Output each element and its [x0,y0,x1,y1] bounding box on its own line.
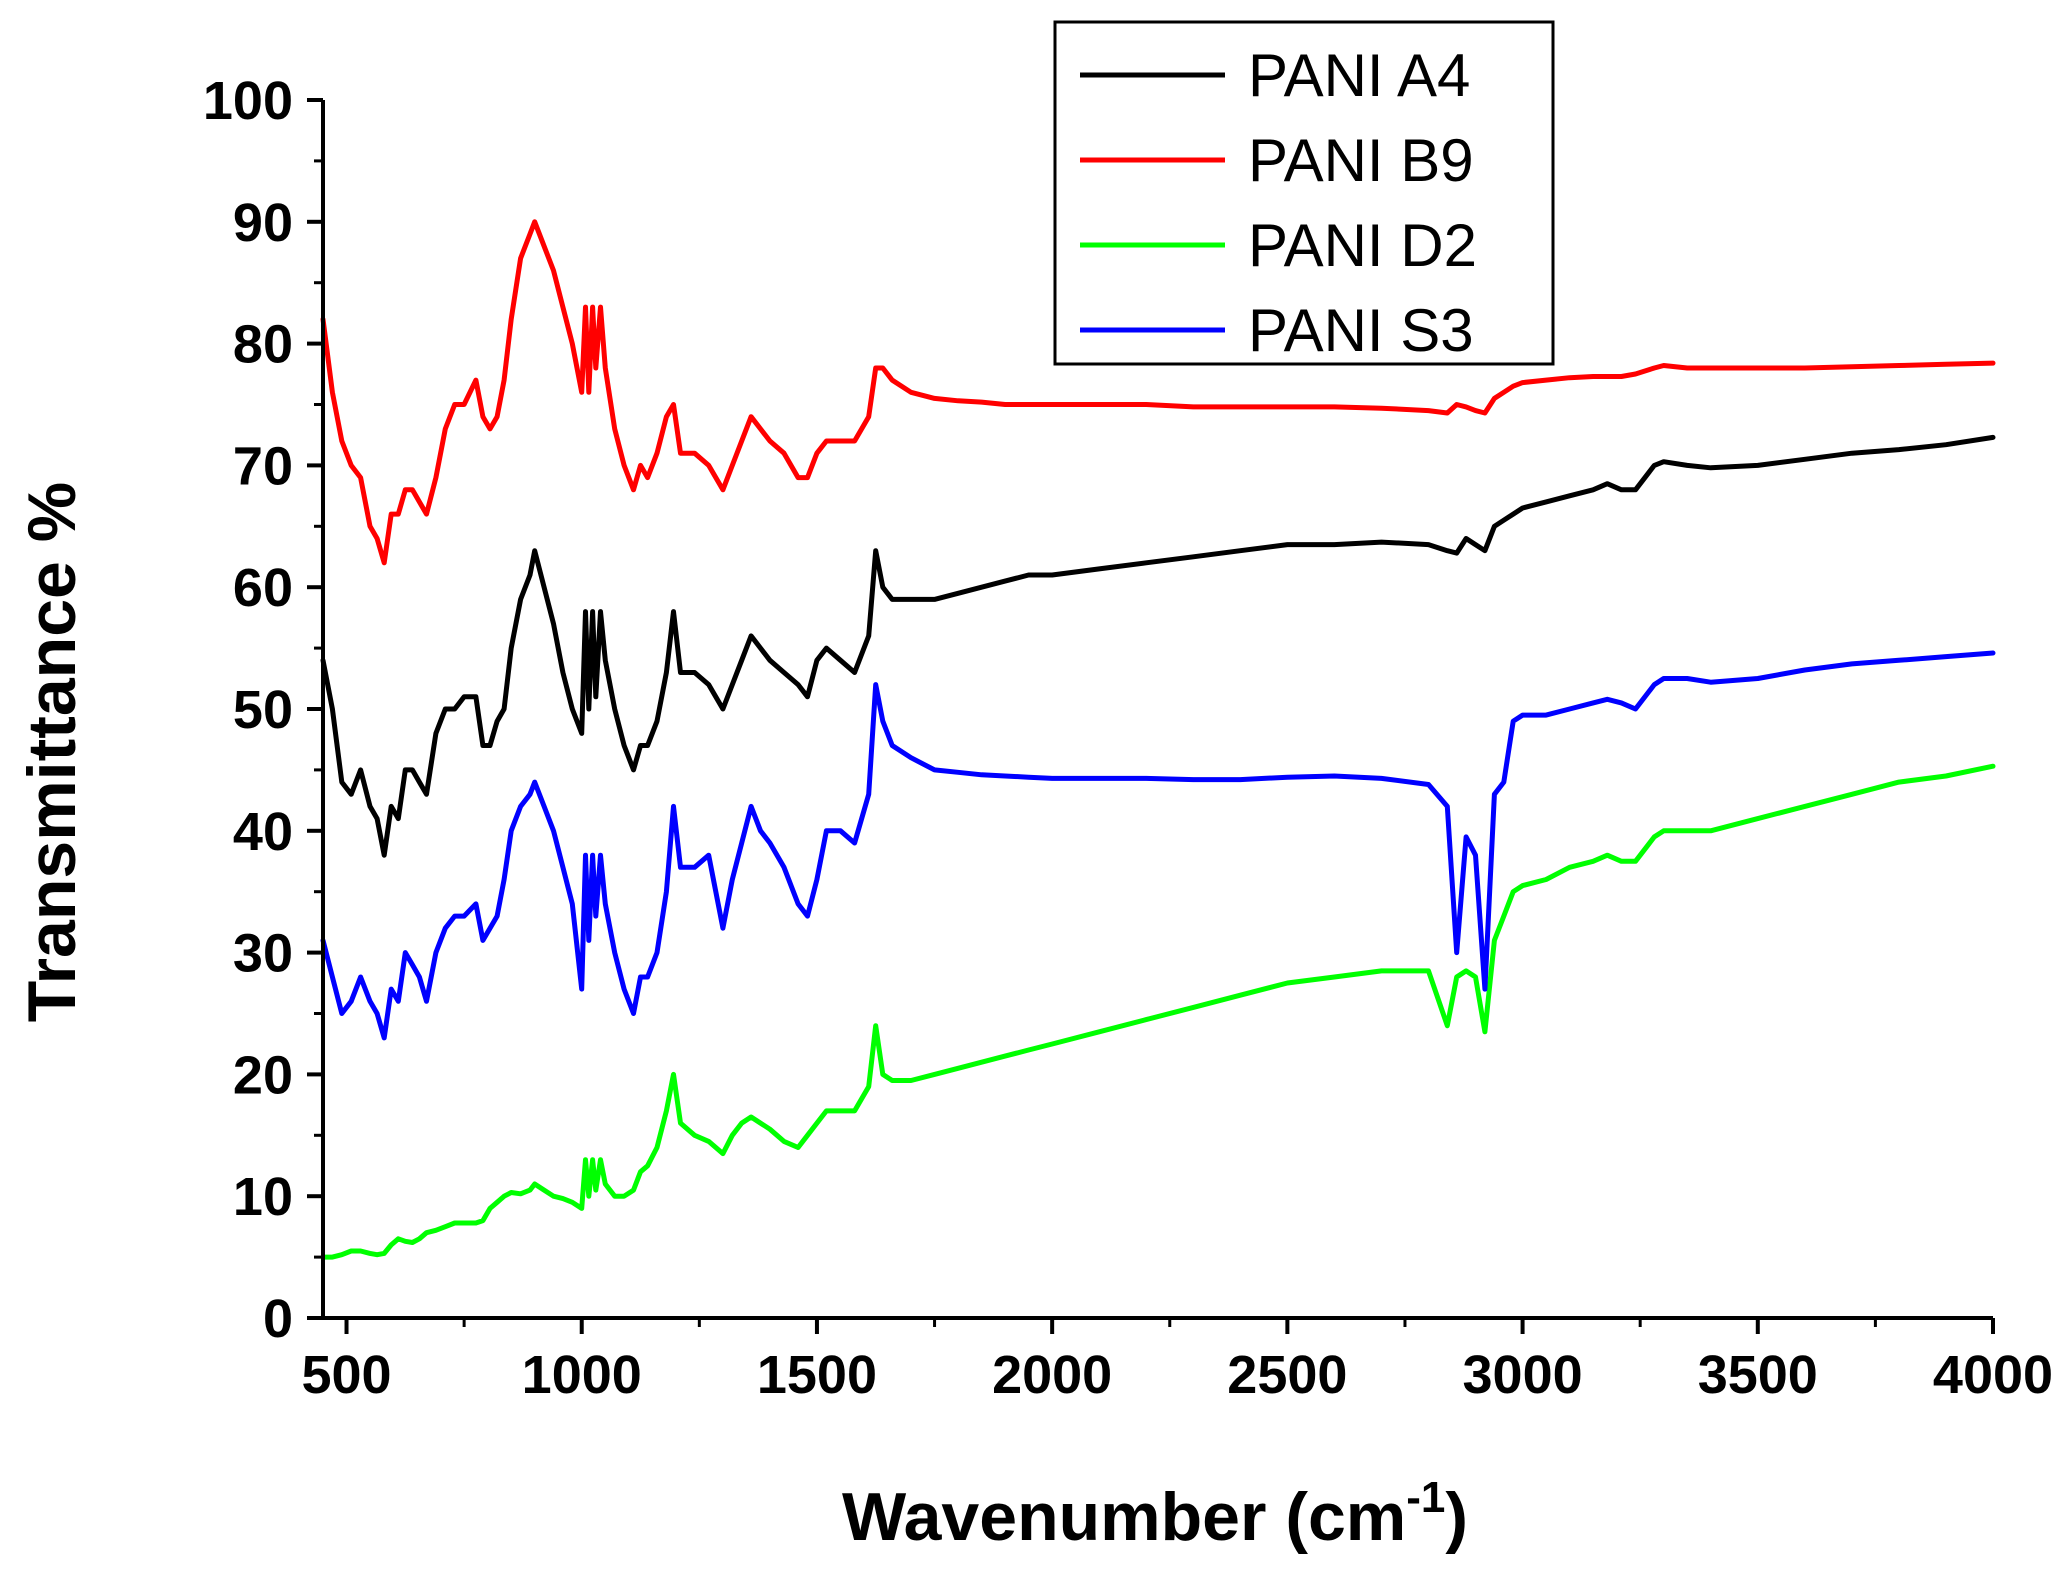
x-tick-label: 500 [301,1345,391,1405]
series-layer [320,219,1996,1260]
x-tick-label: 1000 [522,1345,642,1405]
legend-label-pani-d2: PANI D2 [1248,212,1477,279]
legend-label-pani-b9: PANI B9 [1248,127,1474,194]
y-axis-title: Transmittance % [14,482,90,1022]
x-axis-title: Wavenumber (cm-1) [842,1473,1468,1555]
y-tick-label: 90 [233,193,293,253]
x-tick-label: 4000 [1933,1345,2053,1405]
x-tick-label: 1500 [757,1345,877,1405]
legend-box [1053,20,1555,366]
y-tick-label: 80 [233,315,293,375]
legend-label-pani-a4: PANI A4 [1248,42,1470,109]
x-tick-label: 2500 [1227,1345,1347,1405]
y-tick-label: 100 [203,71,293,131]
y-tick-label: 20 [233,1045,293,1105]
ticks-layer: 0 10 20 30 40 50 60 70 80 90 100 500 1000 1500 2000 250… [203,71,2053,1405]
x-axis-title-superscript: -1 [1406,1473,1445,1522]
legend-label-pani-s3: PANI S3 [1248,297,1474,364]
y-tick-label: 50 [233,680,293,740]
series-line-pani-s3 [320,650,1996,1041]
series-line-pani-a4 [320,434,1996,858]
series-line-pani-b9 [320,219,1996,566]
y-tick-label: 0 [263,1289,293,1349]
y-tick-label: 60 [233,558,293,618]
x-tick-label: 2000 [992,1345,1112,1405]
x-axis-title-main: Wavenumber (cm [842,1479,1406,1555]
y-tick-label: 70 [233,436,293,496]
x-axis-title-close: ) [1445,1479,1468,1555]
legend: PANI A4 PANI B9 PANI D2 PANI S3 [1053,20,1555,366]
x-tick-label: 3500 [1698,1345,1818,1405]
x-tick-label: 3000 [1463,1345,1583,1405]
series-line-pani-d2 [320,763,1996,1260]
y-tick-label: 30 [233,924,293,984]
y-tick-label: 10 [233,1167,293,1227]
y-tick-label: 40 [233,802,293,862]
